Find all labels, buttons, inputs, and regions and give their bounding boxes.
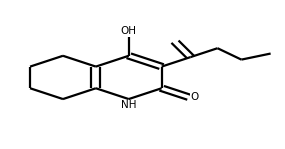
Text: OH: OH bbox=[121, 26, 137, 36]
Text: NH: NH bbox=[121, 100, 137, 110]
Text: O: O bbox=[191, 92, 199, 103]
